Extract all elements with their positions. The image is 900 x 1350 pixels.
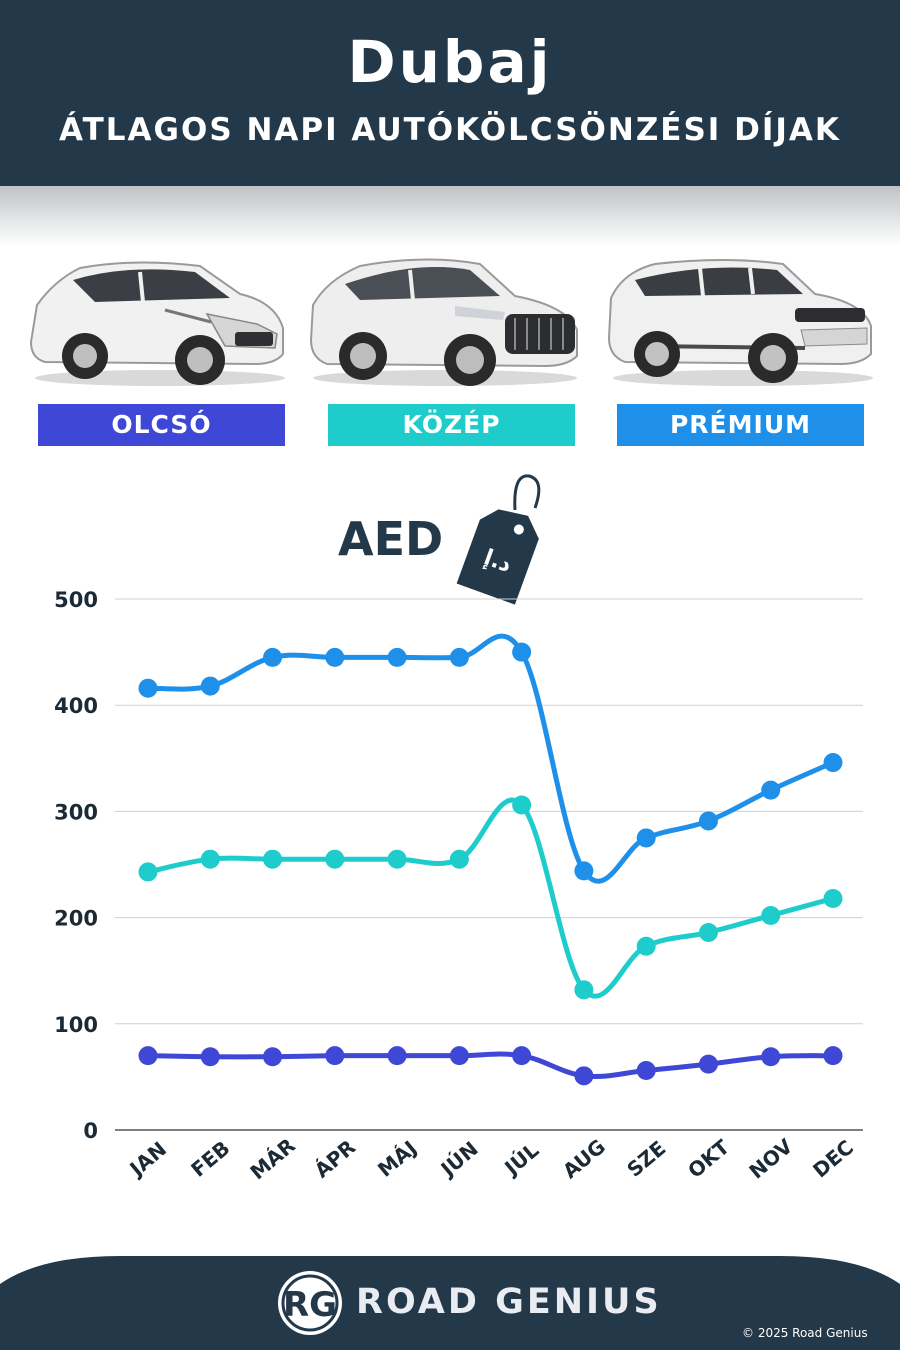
x-tick-label: AUG: [558, 1134, 610, 1183]
y-tick-label: 500: [54, 588, 98, 612]
series-line-1: [145, 797, 836, 999]
data-point: [325, 849, 345, 869]
data-point: [200, 676, 220, 696]
footer-banner: RG: [0, 1256, 900, 1350]
premium-suv-car-icon: [607, 259, 873, 386]
header-shadow: [0, 186, 900, 246]
category-badge-kozep: KÖZÉP: [328, 404, 575, 446]
x-tick-label: MÁR: [245, 1133, 299, 1184]
data-point: [698, 811, 718, 831]
data-point: [761, 780, 781, 800]
x-tick-label: NOV: [744, 1134, 797, 1184]
data-point: [449, 1046, 469, 1066]
data-point: [325, 1046, 345, 1066]
x-tick-label: JAN: [124, 1137, 171, 1182]
data-point: [512, 1046, 532, 1066]
x-tick-label: JÚN: [435, 1137, 483, 1183]
data-point: [574, 861, 594, 881]
data-point: [761, 1047, 781, 1067]
data-point: [138, 862, 158, 882]
line-chart: 0 100 200 300 400 500 JAN FEB MÁR ÁPR MÁJ JÚN JÚL AU…: [54, 588, 863, 1184]
data-point: [636, 936, 656, 956]
data-point: [200, 849, 220, 869]
data-point: [823, 1046, 843, 1066]
data-point: [574, 980, 594, 1000]
data-point: [387, 849, 407, 869]
data-point: [698, 1054, 718, 1074]
data-point: [574, 1066, 594, 1086]
data-point: [138, 678, 158, 698]
x-tick-label: MÁJ: [373, 1136, 421, 1182]
y-tick-label: 200: [54, 907, 98, 931]
data-point: [138, 1046, 158, 1066]
currency-label: AED: [338, 512, 444, 566]
x-tick-label: ÁPR: [310, 1135, 360, 1183]
data-point: [823, 753, 843, 773]
y-tick-label: 400: [54, 694, 98, 718]
category-badge-premium: PRÉMIUM: [617, 404, 864, 446]
data-point: [449, 647, 469, 667]
brand-name: ROAD GENIUS: [356, 1282, 662, 1322]
y-axis-labels: 0 100 200 300 400 500: [54, 588, 98, 1143]
data-point: [449, 849, 469, 869]
x-tick-label: DEC: [808, 1135, 858, 1182]
series-line-2: [145, 1051, 836, 1079]
data-point: [636, 1061, 656, 1081]
suv-car-icon: [309, 258, 578, 386]
chart-series: [138, 633, 843, 1086]
data-point: [761, 905, 781, 925]
y-tick-label: 100: [54, 1013, 98, 1037]
data-point: [698, 922, 718, 942]
data-point: [387, 1046, 407, 1066]
y-tick-label: 300: [54, 800, 98, 824]
price-tag-icon: د.إ: [456, 474, 541, 605]
data-point: [263, 647, 283, 667]
x-tick-label: FEB: [186, 1136, 234, 1182]
hatchback-car-icon: [29, 261, 285, 386]
series-line-0: [145, 633, 836, 884]
data-point: [200, 1047, 220, 1067]
x-tick-label: OKT: [683, 1135, 734, 1183]
data-point: [512, 795, 532, 815]
data-point: [387, 647, 407, 667]
footer-logo: RG: [283, 1285, 337, 1325]
page-subtitle: ÁTLAGOS NAPI AUTÓKÖLCSÖNZÉSI DÍJAK: [59, 112, 841, 148]
x-tick-label: JÚL: [499, 1138, 544, 1181]
data-point: [325, 647, 345, 667]
page-title: Dubaj: [347, 28, 553, 96]
data-point: [263, 849, 283, 869]
header-banner: Dubaj ÁTLAGOS NAPI AUTÓKÖLCSÖNZÉSI DÍJAK: [0, 0, 900, 186]
data-point: [512, 642, 532, 662]
y-tick-label: 0: [83, 1119, 98, 1143]
category-badge-olcso: OLCSÓ: [38, 404, 285, 446]
data-point: [823, 888, 843, 908]
x-tick-label: SZE: [622, 1136, 670, 1182]
x-axis-labels: JAN FEB MÁR ÁPR MÁJ JÚN JÚL AUG SZE OKT NOV DEC: [124, 1133, 858, 1184]
copyright-text: © 2025 Road Genius: [742, 1326, 868, 1340]
data-point: [263, 1047, 283, 1067]
chart-grid: [115, 598, 863, 1131]
data-point: [636, 828, 656, 848]
